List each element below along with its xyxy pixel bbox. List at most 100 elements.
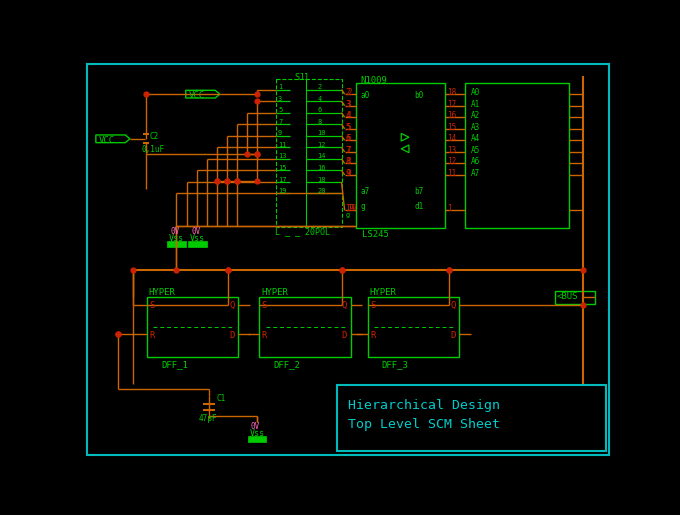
Text: C2: C2 [150,132,158,141]
Text: A3: A3 [471,123,480,132]
Text: 13: 13 [447,146,456,154]
Bar [337,385,606,452]
Text: DFF_1: DFF_1 [161,360,188,369]
Text: 3: 3 [347,99,352,109]
Text: HYPER: HYPER [369,288,396,297]
Text: 2: 2 [345,88,350,97]
Text: 8: 8 [318,119,322,125]
Text: 7: 7 [345,146,350,154]
Text: d1: d1 [414,202,424,211]
Text: D: D [341,331,347,339]
Text: A7: A7 [471,169,480,178]
Text: 0,1uF: 0,1uF [141,145,165,154]
Text: 14: 14 [447,134,456,143]
Text: 11: 11 [447,169,456,178]
Text: b0: b0 [414,91,424,100]
Text: L _ _ 20POL: L _ _ 20POL [275,227,330,236]
Text: 7: 7 [278,119,282,125]
Text: A4: A4 [471,134,480,143]
Text: R: R [370,331,375,339]
Text: 2: 2 [318,84,322,90]
Text: 0V: 0V [191,227,201,236]
Text: 9: 9 [347,169,352,178]
Text: Q: Q [450,300,456,310]
Text: 2: 2 [347,88,352,97]
Text: Vss: Vss [190,234,205,243]
Text: Q: Q [341,300,347,310]
Text: a7: a7 [360,186,369,196]
Text: R: R [262,331,267,339]
Text: A1: A1 [471,99,480,109]
Bar [259,297,351,357]
Text: A5: A5 [471,146,480,154]
Text: S: S [150,300,154,310]
Text: 16: 16 [318,165,326,171]
Bar [277,79,341,227]
Text: 15: 15 [447,123,456,132]
Text: 18: 18 [318,177,326,182]
Text: A6: A6 [471,157,480,166]
Text: 47pF: 47pF [198,415,217,423]
Bar [248,436,267,442]
Text: 5: 5 [278,107,282,113]
Text: 11: 11 [278,142,286,148]
Text: 5: 5 [347,123,352,132]
Text: HYPER: HYPER [261,288,288,297]
Text: 8: 8 [347,157,352,166]
Text: D: D [229,331,235,339]
Text: 14: 14 [318,153,326,160]
Text: Top Level SCM Sheet: Top Level SCM Sheet [348,418,500,431]
Text: D: D [450,331,456,339]
Text: 4: 4 [345,111,350,120]
Text: C1: C1 [217,394,226,403]
Text: 9: 9 [278,130,282,136]
Text: Q: Q [229,300,235,310]
Text: VCC: VCC [99,136,115,145]
Text: 17: 17 [447,99,456,109]
Text: 0V: 0V [170,227,180,236]
Text: Vss: Vss [250,429,265,438]
Text: S: S [370,300,375,310]
Text: 6: 6 [318,107,322,113]
Text: 4: 4 [347,111,352,120]
Bar [464,83,569,228]
Text: DFF_2: DFF_2 [273,360,300,369]
Text: VCC: VCC [189,91,205,100]
Text: 3: 3 [278,96,282,101]
Text: 18: 18 [447,88,456,97]
Bar [555,291,595,303]
Text: 13: 13 [278,153,286,160]
Bar [188,241,207,247]
Text: A0: A0 [471,88,480,97]
Text: b7: b7 [414,186,424,196]
Text: 15: 15 [278,165,286,171]
Text: SJ1: SJ1 [294,73,309,81]
Text: 4: 4 [318,96,322,101]
Text: LS245: LS245 [362,230,390,239]
Text: DFF_3: DFF_3 [382,360,409,369]
Text: 19: 19 [345,204,355,213]
Text: A2: A2 [471,111,480,120]
Text: N1009: N1009 [360,76,387,84]
Text: 12: 12 [318,142,326,148]
Text: 6: 6 [345,134,350,143]
Text: 0V: 0V [251,422,260,431]
Text: 1: 1 [447,204,452,213]
Text: 16: 16 [447,111,456,120]
Text: R: R [150,331,154,339]
Polygon shape [96,135,130,143]
Text: 8: 8 [345,157,350,166]
Text: HYPER: HYPER [148,288,175,297]
Text: <BUS: <BUS [556,292,578,301]
Text: 19: 19 [278,188,286,194]
Bar [356,83,445,228]
Polygon shape [186,90,220,98]
Text: 10: 10 [318,130,326,136]
Bar [147,297,239,357]
Text: 5: 5 [345,123,350,132]
Bar [167,241,186,247]
Text: g: g [360,202,364,211]
Text: 19: 19 [347,204,356,213]
Text: 1: 1 [278,84,282,90]
Bar [368,297,459,357]
